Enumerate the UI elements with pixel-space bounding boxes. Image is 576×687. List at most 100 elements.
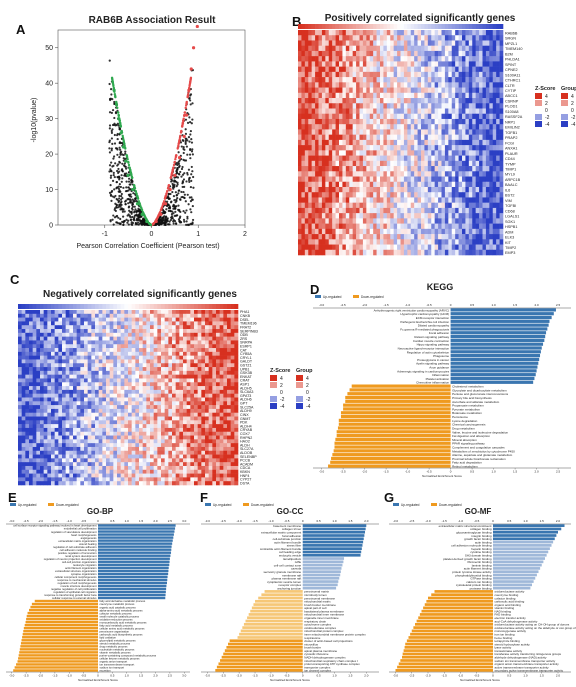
heatmap-cell (349, 249, 353, 256)
heatmap-cell (434, 192, 439, 198)
volcano-point (184, 200, 187, 203)
heatmap-cell (227, 325, 231, 330)
heatmap-cell (36, 351, 41, 356)
heatmap-cell (417, 30, 422, 36)
heatmap-cell (489, 113, 494, 120)
heatmap-cell (393, 234, 398, 240)
heatmap-cell (421, 218, 425, 224)
heatmap-cell (458, 207, 463, 214)
volcano-point (178, 216, 181, 220)
heatmap-cell (308, 228, 312, 235)
heatmap-cell (311, 213, 316, 219)
heatmap-cell (325, 171, 330, 177)
heatmap-group-cell (489, 24, 494, 29)
heatmap-cell (216, 348, 220, 353)
heatmap-cell (373, 234, 377, 240)
heatmap-cell (308, 166, 312, 172)
heatmap-cell (485, 160, 490, 167)
volcano-point (171, 190, 174, 194)
heatmap-cell (342, 186, 347, 193)
heatmap-cell (139, 344, 143, 349)
heatmap-cell (194, 344, 198, 349)
heatmap-cell (451, 103, 456, 109)
heatmap-cell (448, 82, 453, 88)
heatmap-cell (407, 129, 412, 135)
heatmap-cell (451, 202, 456, 209)
heatmap-cell (318, 186, 323, 193)
heatmap-cell (345, 87, 350, 94)
heatmap-cell (383, 249, 388, 256)
heatmap-cell (76, 313, 81, 318)
heatmap-cell (393, 66, 398, 73)
heatmap-group-cell (407, 24, 412, 29)
heatmap-cell (95, 348, 99, 353)
volcano-point (120, 174, 123, 177)
heatmap-cell (359, 181, 364, 188)
heatmap-cell (386, 249, 391, 256)
heatmap-cell (482, 249, 487, 256)
heatmap-cell (146, 321, 151, 326)
heatmap-cell (427, 150, 432, 156)
heatmap-cell (414, 71, 418, 78)
heatmap-cell (325, 50, 330, 57)
heatmap-cell (462, 186, 466, 193)
heatmap-cell (472, 218, 476, 224)
heatmap-cell (58, 344, 63, 349)
heatmap-cell (308, 87, 312, 94)
heatmap-cell (234, 321, 239, 326)
heatmap-cell (397, 129, 401, 135)
volcano-frame (57, 29, 246, 226)
heatmap-cell (362, 87, 367, 94)
heatmap-cell (390, 129, 394, 135)
heatmap-cell (308, 45, 312, 52)
heatmap-cell (106, 355, 110, 360)
heatmap-cell (441, 160, 446, 167)
heatmap-cell (304, 40, 309, 46)
heatmap-cell (434, 228, 439, 235)
heatmap-cell (146, 329, 151, 334)
heatmap-cell (109, 329, 114, 334)
volcano-point (184, 211, 187, 214)
heatmap-cell (444, 239, 449, 245)
heatmap-cell (359, 61, 364, 67)
heatmap-cell (489, 207, 494, 214)
heatmap-cell (499, 98, 504, 104)
heatmap-cell (482, 145, 487, 151)
heatmap-cell (301, 171, 306, 177)
heatmap-cell (468, 108, 473, 115)
volcano-point (169, 218, 173, 222)
heatmap-cell (421, 129, 425, 135)
heatmap-cell (315, 30, 319, 36)
heatmap-cell (434, 92, 439, 99)
volcano-point (177, 151, 180, 154)
heatmap-cell (190, 351, 195, 356)
heatmap-cell (201, 313, 206, 318)
heatmap-cell (441, 108, 446, 115)
heatmap-cell (492, 124, 497, 130)
heatmap-cell (444, 40, 449, 46)
heatmap-cell (369, 77, 374, 83)
heatmap-cell (197, 340, 202, 345)
heatmap-group-cell (438, 24, 442, 29)
volcano-point (173, 204, 176, 207)
heatmap-cell (475, 155, 480, 162)
heatmap-cell (390, 71, 394, 78)
heatmap-cell (397, 239, 401, 245)
volcano-edge-point (174, 154, 178, 158)
heatmap-cell (352, 249, 357, 256)
heatmap-cell (318, 155, 323, 162)
heatmap-cell (373, 186, 377, 193)
heatmap-group-cell (414, 24, 418, 29)
heatmap-cell (25, 329, 30, 334)
heatmap-cell (366, 66, 371, 73)
heatmap-cell (410, 66, 415, 73)
heatmap-cell (230, 367, 235, 372)
heatmap-cell (499, 87, 504, 94)
heatmap-cell (400, 134, 405, 141)
volcano-point (110, 131, 114, 134)
heatmap-cell (369, 223, 374, 230)
heatmap-cell (120, 367, 125, 372)
volcano-point (174, 191, 177, 194)
heatmap-cell (400, 129, 405, 135)
heatmap-cell (465, 82, 470, 88)
